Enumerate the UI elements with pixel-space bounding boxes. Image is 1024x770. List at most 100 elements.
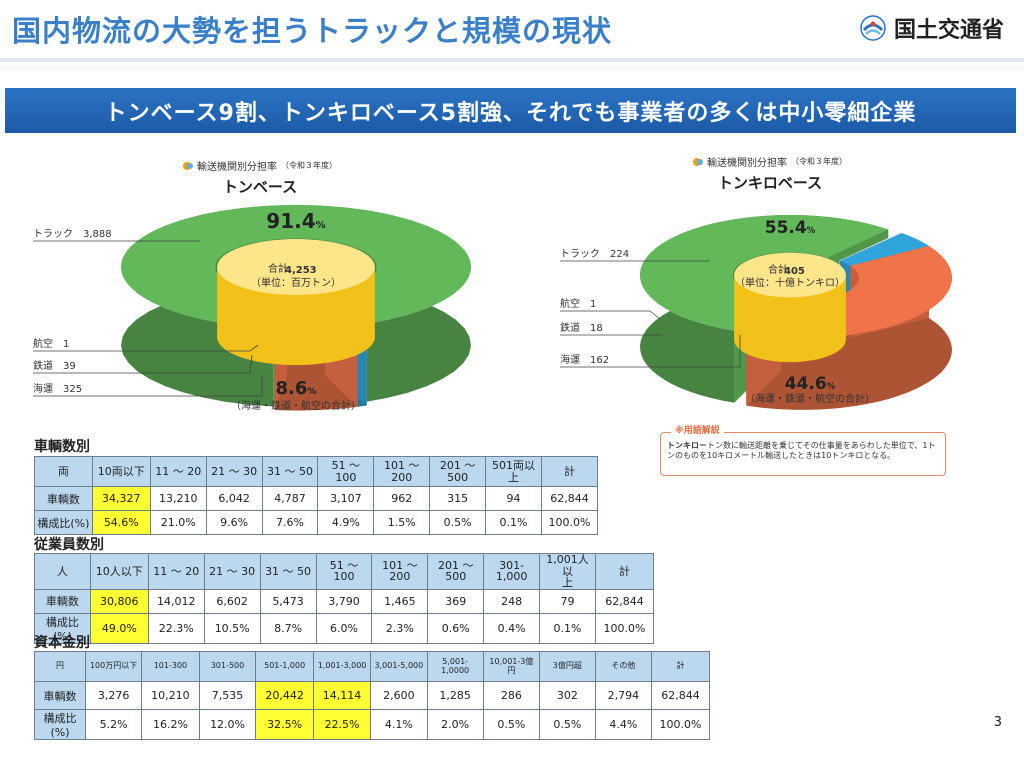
table-cell: 34,327 [91, 486, 151, 511]
slice-label-sea: 海運 325 [33, 382, 82, 395]
row-header-cell: 車輌数 [34, 588, 91, 614]
bullet-icon [183, 161, 193, 170]
chart-heading-ton: 輸送機関別分担率 （令和３年度） トンベース [160, 158, 360, 197]
header-cell: 10両以下 [91, 456, 151, 487]
table-cell: 8.7% [259, 612, 317, 644]
table-cell: 10.5% [203, 612, 261, 644]
table-cell: 62,844 [594, 588, 655, 614]
table-cell: 13,210 [149, 486, 207, 511]
table-cell: 12.0% [198, 709, 257, 740]
row-header-cell: 車輌数 [34, 486, 93, 511]
header-cell: 計 [650, 651, 711, 682]
vehicles-table: 両 10両以下 11 ～ 20 21 ～ 30 31 ～ 50 51 ～ 100 101 ～… [34, 456, 599, 535]
table-cell: 14,012 [147, 588, 205, 614]
table-cell: 22.5% [312, 709, 372, 740]
minor-note: （海運・鉄道・航空の合計） [745, 392, 875, 405]
table-cell: 0.5% [538, 709, 596, 740]
slice-label-air: 航空 1 [560, 297, 596, 310]
section-title-vehicles: 車輌数別 [34, 439, 90, 455]
glossary-term: トンキロ [667, 441, 699, 450]
header-cell: 5,001-1,0000 [426, 651, 484, 682]
major-percent: 55.4% [765, 218, 816, 238]
page-title: 国内物流の大勢を担うトラックと規模の現状 [12, 14, 613, 48]
table-cell: 9.6% [205, 510, 263, 535]
glossary-box: ※用語解説 トンキロ＝トン数に輸送距離を乗じてその仕事量をあらわした単位で、1ト… [660, 426, 946, 476]
header-cell: 1,001人以上 [539, 553, 596, 590]
slice-label-air: 航空 1 [33, 337, 69, 350]
table-cell: 1.5% [373, 510, 431, 535]
header-cell: 31 ～ 50 [261, 456, 319, 487]
slice-label-rail: 鉄道 18 [560, 321, 603, 334]
table-cell: 49.0% [89, 612, 149, 644]
header-cell: 人 [34, 553, 91, 590]
section-title-capital: 資本金別 [34, 635, 90, 651]
header-cell: 501両以上 [485, 456, 542, 487]
slice-label-truck: トラック 3,888 [33, 228, 112, 240]
header-cell: 3,001-5,000 [370, 651, 428, 682]
table-cell: 315 [429, 486, 487, 511]
total-unit: （単位：十億トンキロ） [735, 276, 845, 289]
pie-chart-ton: 91.4% 合計4,253（単位：百万トン） 8.6%（海運・鉄道・航空の合計） トラ… [33, 204, 471, 412]
table-row: 構成比(%) 54.6% 21.0% 9.6% 7.6% 4.9% 1.5% 0.5% 0.1%… [34, 510, 599, 535]
header-cell: 21 ～ 30 [205, 456, 263, 487]
chart-title: トンキロベース [717, 174, 823, 192]
table-cell: 4.9% [317, 510, 375, 535]
page-number: 3 [993, 715, 1002, 730]
header-cell: 11 ～ 20 [147, 553, 205, 590]
slice-label-rail: 鉄道 39 [33, 359, 76, 372]
capital-table: 円 100万円以下 101-300 301-500 501-1,000 1,001-3,0… [34, 651, 711, 740]
chart-title: トンベース [222, 178, 298, 196]
table-cell: 4,787 [261, 486, 319, 511]
slice-label-truck: トラック 224 [560, 248, 629, 260]
table-cell: 0.6% [427, 612, 485, 644]
table-cell: 6.0% [315, 612, 373, 644]
table-cell: 22.3% [147, 612, 205, 644]
table-cell: 962 [373, 486, 431, 511]
section-title-employees: 従業員数別 [34, 537, 104, 553]
row-header-cell: 構成比(%) [34, 510, 93, 535]
table-cell: 30,806 [89, 588, 149, 614]
header-cell: 31 ～ 50 [259, 553, 317, 590]
header-cell: 円 [34, 651, 86, 682]
row-header-cell: 構成比(%) [34, 709, 86, 740]
mlit-logo-icon [860, 15, 886, 41]
chart-subtitle: 輸送機関別分担率 [707, 158, 787, 169]
title-divider [0, 58, 1024, 62]
table-cell: 286 [482, 681, 540, 710]
table-cell: 3,790 [315, 588, 373, 614]
total-value: 405 [784, 266, 805, 277]
header-cell: 計 [594, 553, 655, 590]
table-cell: 5,473 [259, 588, 317, 614]
total-label: 合計 [768, 263, 788, 276]
table-cell: 369 [427, 588, 485, 614]
table-cell: 2.0% [426, 709, 484, 740]
header-cell: 301-500 [198, 651, 257, 682]
table-cell: 94 [485, 486, 542, 511]
table-cell: 302 [538, 681, 596, 710]
header-cell: 501-1,000 [255, 651, 314, 682]
table-cell: 21.0% [149, 510, 207, 535]
header-cell: 101-300 [141, 651, 200, 682]
table-cell: 62,844 [540, 486, 599, 511]
header-cell: 1,001-3,000 [312, 651, 372, 682]
table-cell: 1,285 [426, 681, 484, 710]
mlit-logo: 国土交通省 [860, 12, 1004, 44]
glossary-title: ※用語解説 [671, 426, 724, 438]
header-cell: 10人以下 [89, 553, 149, 590]
header-cell: 3億円超 [538, 651, 596, 682]
header-cell: 51 ～ 100 [317, 456, 375, 487]
total-value: 4,253 [285, 265, 317, 276]
header-cell: 101 ～ 200 [373, 456, 431, 487]
table-cell: 0.5% [429, 510, 487, 535]
table-cell: 4.4% [594, 709, 652, 740]
minor-percent: 8.6% [276, 378, 317, 399]
pie-center-total [217, 239, 375, 366]
table-cell: 4.1% [370, 709, 428, 740]
header-cell: 101 ～ 200 [371, 553, 429, 590]
minor-percent: 44.6% [785, 374, 836, 394]
table-row: 車輌数 34,327 13,210 6,042 4,787 3,107 962 315 94 62… [34, 486, 599, 511]
table-cell: 3,107 [317, 486, 375, 511]
table-cell: 6,042 [205, 486, 263, 511]
table-cell: 62,844 [650, 681, 711, 710]
